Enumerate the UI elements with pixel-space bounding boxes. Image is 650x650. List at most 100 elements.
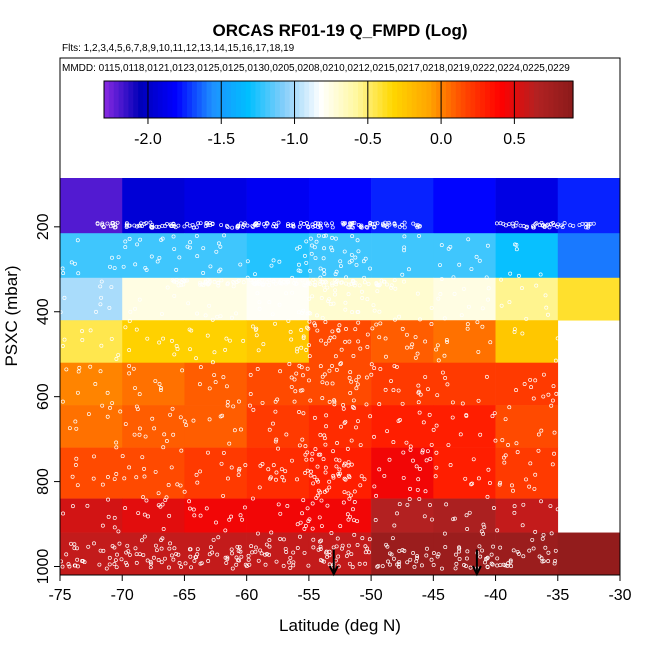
- observation-point: [396, 562, 401, 567]
- observation-point: [457, 556, 462, 561]
- observation-point: [75, 238, 80, 243]
- observation-point: [301, 336, 306, 341]
- observation-point: [387, 457, 392, 462]
- observation-point: [73, 261, 77, 266]
- observation-point: [114, 440, 119, 445]
- observation-point: [123, 245, 128, 250]
- x-tick-label: -75: [48, 587, 71, 604]
- observation-point: [408, 557, 413, 562]
- observation-point: [86, 412, 91, 416]
- observation-point: [107, 562, 112, 567]
- observation-point: [127, 348, 132, 353]
- observation-point: [302, 550, 307, 555]
- observation-point: [191, 507, 196, 512]
- observation-point: [287, 560, 292, 565]
- observation-point: [290, 275, 295, 280]
- observation-point: [98, 548, 103, 553]
- observation-point: [156, 491, 161, 496]
- observation-point: [291, 560, 296, 565]
- observation-point: [322, 271, 327, 276]
- observation-point: [444, 502, 449, 507]
- observation-point: [543, 293, 548, 298]
- observation-point: [123, 325, 128, 330]
- observation-point: [402, 220, 407, 225]
- observation-point: [341, 406, 346, 411]
- observation-point: [142, 474, 147, 479]
- colorbar-segment: [333, 81, 340, 118]
- observation-point: [274, 559, 279, 564]
- observation-point: [486, 297, 490, 302]
- observation-point: [236, 278, 241, 283]
- observation-point: [92, 454, 96, 459]
- observation-point: [396, 419, 401, 424]
- observation-point: [305, 506, 310, 511]
- observation-point: [351, 518, 356, 523]
- observation-point: [421, 420, 426, 425]
- observation-point: [304, 260, 309, 265]
- heatmap-cell: [60, 277, 123, 321]
- observation-point: [301, 373, 305, 378]
- observation-point: [374, 281, 379, 286]
- observation-point: [353, 255, 358, 260]
- observation-point: [170, 278, 175, 283]
- observation-point: [346, 517, 351, 522]
- observation-point: [248, 391, 253, 396]
- observation-point: [175, 482, 180, 487]
- heatmap-cell: [433, 405, 496, 448]
- heatmap-cell: [433, 362, 496, 406]
- observation-point: [167, 513, 172, 518]
- observation-point: [520, 331, 525, 336]
- colorbar-segment: [529, 81, 535, 118]
- observation-point: [284, 291, 289, 296]
- observation-point: [311, 481, 316, 486]
- observation-point: [240, 224, 245, 229]
- observation-point: [347, 260, 352, 265]
- observation-point: [64, 552, 69, 557]
- observation-point: [450, 400, 455, 405]
- observation-point: [485, 494, 490, 499]
- observation-point: [337, 467, 342, 472]
- observation-point: [318, 364, 323, 369]
- observation-point: [417, 389, 421, 394]
- observation-point: [194, 356, 198, 361]
- observation-point: [192, 513, 197, 518]
- observation-point: [342, 461, 347, 466]
- observation-point: [395, 511, 399, 516]
- observation-point: [164, 495, 169, 500]
- observation-point: [512, 504, 517, 509]
- observation-point: [533, 529, 538, 534]
- observation-point: [218, 267, 223, 272]
- observation-point: [74, 456, 79, 461]
- heatmap-cell: [122, 532, 185, 576]
- colorbar-segment: [304, 81, 310, 118]
- observation-point: [369, 372, 374, 377]
- observation-point: [137, 392, 142, 397]
- observation-point: [343, 477, 348, 482]
- observation-point: [267, 552, 271, 557]
- observation-point: [316, 452, 321, 457]
- observation-point: [105, 474, 110, 479]
- heatmap-cell: [184, 277, 247, 321]
- observation-point: [436, 552, 441, 557]
- observation-point: [323, 465, 328, 470]
- colorbar-segment: [187, 81, 193, 118]
- observation-point: [207, 552, 212, 557]
- observation-point: [324, 424, 329, 429]
- colorbar-segment: [367, 81, 374, 118]
- observation-point: [182, 419, 187, 424]
- observation-point: [149, 561, 153, 566]
- observation-point: [222, 233, 227, 238]
- observation-point: [349, 462, 354, 467]
- colorbar-segment: [343, 81, 349, 118]
- observation-point: [350, 310, 355, 315]
- observation-point: [351, 281, 356, 286]
- observation-point: [211, 537, 216, 542]
- observation-point: [377, 335, 382, 340]
- axes: -75 -70 -65 -60 -55 -50 -45 -40 -35 -30 200 400 600 8…: [35, 213, 632, 604]
- observation-point: [415, 487, 420, 492]
- observation-point: [551, 384, 556, 389]
- observation-point: [343, 300, 348, 305]
- observation-point: [127, 552, 132, 557]
- observation-point: [229, 315, 234, 320]
- observation-point: [267, 300, 272, 305]
